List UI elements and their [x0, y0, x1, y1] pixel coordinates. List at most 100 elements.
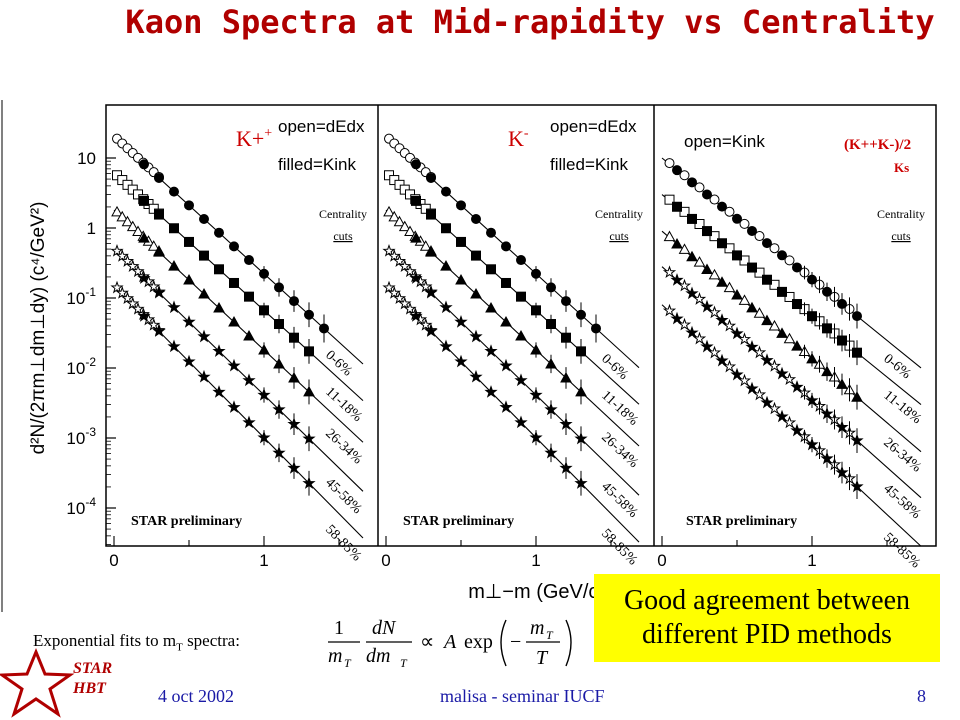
star-shape-icon — [0, 648, 75, 718]
data-point — [426, 172, 436, 183]
data-point — [213, 301, 225, 313]
data-point — [715, 313, 729, 326]
data-point — [716, 276, 728, 287]
formula-num-mT: m — [530, 617, 544, 639]
centrality-header: Centrality — [319, 207, 367, 221]
y-axis-label: d²N/(2πm⊥dm⊥dy) (c⁴/GeV²) — [28, 202, 49, 455]
data-point — [717, 238, 727, 249]
data-point — [228, 315, 240, 327]
data-point — [746, 301, 758, 313]
data-point — [700, 299, 714, 313]
data-point — [425, 246, 437, 257]
data-point — [791, 340, 803, 351]
data-point — [792, 262, 802, 273]
data-point — [169, 223, 179, 234]
data-point — [152, 285, 166, 299]
data-point — [662, 265, 677, 279]
y-tick-label: 10-3 — [66, 425, 96, 448]
data-point — [110, 280, 124, 294]
logo-star-text: STAR — [73, 660, 113, 677]
fit-label-text: Exponential fits to m — [33, 631, 177, 650]
data-point — [418, 279, 433, 293]
data-point — [244, 255, 254, 266]
data-point — [199, 250, 209, 261]
data-point — [709, 231, 720, 242]
data-point — [197, 329, 211, 343]
centrality-header: Centrality — [595, 207, 643, 221]
formula-prop: ∝ — [420, 631, 434, 653]
data-point — [182, 354, 196, 368]
data-point — [685, 286, 699, 300]
data-point — [484, 344, 498, 357]
data-point — [167, 300, 181, 314]
data-point — [754, 267, 765, 278]
data-point — [499, 358, 513, 372]
data-point — [456, 236, 466, 247]
data-point — [137, 271, 151, 284]
data-point — [769, 279, 780, 290]
data-point — [745, 339, 759, 353]
y-tick-label: 10-1 — [66, 285, 96, 308]
data-point — [387, 285, 401, 299]
data-point — [730, 367, 744, 381]
formula-mT-sub: T — [344, 656, 352, 670]
data-point — [752, 345, 767, 359]
data-point — [761, 314, 773, 326]
formula-one: 1 — [334, 617, 344, 639]
data-point — [242, 415, 256, 429]
x-tick-label: 1 — [531, 551, 540, 570]
data-point — [139, 159, 149, 170]
data-point — [731, 289, 743, 300]
star-logo-icon — [0, 648, 75, 718]
data-point — [500, 315, 512, 327]
formula-dmT-sub: T — [400, 656, 408, 670]
data-point — [182, 314, 196, 328]
data-point — [732, 213, 742, 224]
data-point — [392, 254, 407, 267]
data-point — [662, 303, 677, 317]
y-tick-label: 10-2 — [66, 355, 96, 378]
data-point — [227, 400, 241, 413]
formula-num-mT-sub: T — [546, 628, 554, 642]
data-point — [168, 260, 180, 271]
formula-T: T — [536, 647, 549, 669]
agreement-text: Good agreement between different PID met… — [623, 585, 911, 650]
data-point — [702, 189, 712, 200]
data-point — [484, 385, 498, 398]
data-point — [753, 307, 766, 318]
data-point — [762, 238, 772, 249]
formula-dmT: dm — [366, 645, 390, 667]
data-point — [760, 353, 774, 367]
data-point — [424, 285, 438, 299]
formula-mT: m — [328, 645, 342, 667]
y-tick-label: 10-4 — [66, 495, 96, 518]
formula-dN: dN — [372, 617, 397, 639]
slide-title: Kaon Spectra at Mid-rapidity vs Centrali… — [125, 3, 935, 41]
data-point — [439, 339, 453, 353]
fit-label-tail: spectra: — [182, 631, 240, 650]
data-point — [499, 400, 513, 413]
data-point — [670, 273, 684, 286]
formula-A: A — [442, 631, 457, 653]
x-tick-label: 1 — [807, 551, 816, 570]
data-point — [126, 296, 140, 310]
data-point — [782, 372, 797, 386]
data-point — [184, 236, 194, 247]
data-point — [486, 227, 496, 238]
data-point — [183, 274, 195, 285]
x-tick-label: 1 — [259, 551, 268, 570]
data-point — [730, 326, 744, 340]
method-label-open: open=dEdx — [550, 117, 637, 136]
data-point — [132, 225, 144, 237]
data-point — [485, 301, 497, 313]
data-point — [214, 264, 224, 275]
data-point — [717, 201, 727, 212]
data-point — [382, 280, 396, 294]
data-point — [426, 209, 436, 220]
x-tick-label: 0 — [381, 551, 390, 570]
data-point — [137, 309, 151, 322]
centrality-header: Centrality — [877, 207, 925, 221]
data-point — [767, 358, 782, 372]
data-point — [152, 324, 166, 337]
